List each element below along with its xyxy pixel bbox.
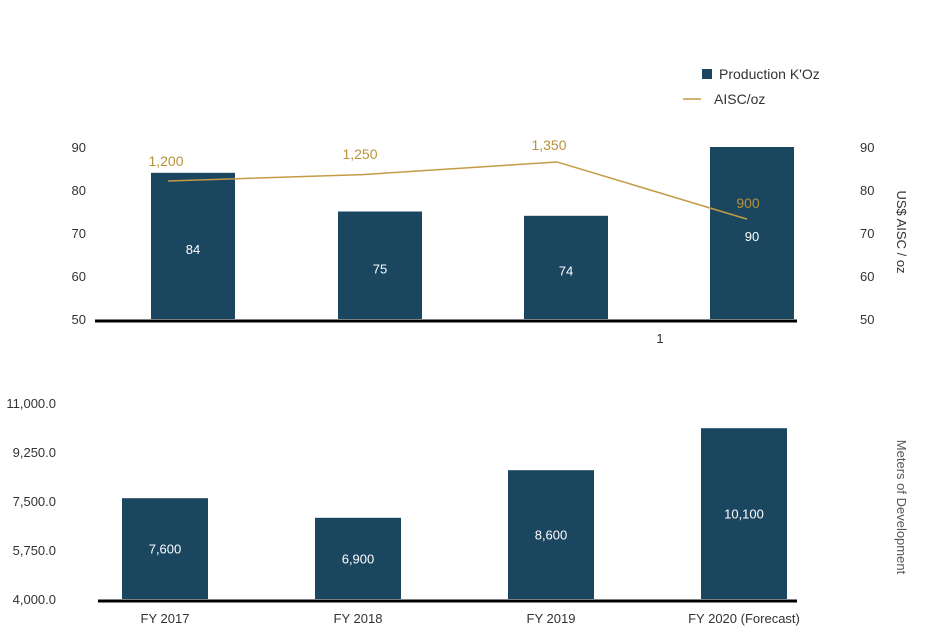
bar xyxy=(122,498,208,599)
bar-data-label: 74 xyxy=(559,263,573,278)
aisc-line xyxy=(167,161,748,220)
x-tick-label: FY 2018 xyxy=(334,611,383,626)
y-tick-label: 11,000.0 xyxy=(6,396,56,411)
bar xyxy=(524,215,608,319)
bar xyxy=(315,517,401,599)
y-tick-label: 50 xyxy=(72,312,86,327)
y-tick-label: 80 xyxy=(72,183,86,198)
x-tick-label: FY 2020 (Forecast) xyxy=(688,611,800,626)
bar xyxy=(338,211,422,319)
line-data-label: 1,350 xyxy=(531,137,566,153)
y-tick-label: 4,000.0 xyxy=(13,592,56,607)
bar-data-label: 6,900 xyxy=(342,551,375,566)
bar xyxy=(151,172,235,319)
y-tick-label: 60 xyxy=(72,269,86,284)
y-tick-label: 90 xyxy=(72,140,86,155)
y2-tick-label: 60 xyxy=(860,269,874,284)
y-tick-label: 5,750.0 xyxy=(13,543,56,558)
y2-tick-label: 80 xyxy=(860,183,874,198)
y-axis-title: Meters of Development xyxy=(894,440,909,575)
y-tick-label: 7,500.0 xyxy=(13,494,56,509)
bar-data-label: 10,100 xyxy=(724,507,764,522)
line-data-label: 1,200 xyxy=(148,153,183,169)
bar xyxy=(701,428,787,599)
y2-tick-label: 70 xyxy=(860,226,874,241)
y2-tick-label: 90 xyxy=(860,140,874,155)
x-tick-label: FY 2017 xyxy=(141,611,190,626)
bar-data-label: 75 xyxy=(373,261,387,276)
legend-label: AISC/oz xyxy=(714,91,765,107)
line-data-label: 900 xyxy=(736,195,760,211)
x-tick-label: 1 xyxy=(656,331,663,346)
bar-data-label: 7,600 xyxy=(149,542,182,557)
bar-data-label: 8,600 xyxy=(535,528,568,543)
legend-label: Production K'Oz xyxy=(719,66,820,82)
bar xyxy=(508,470,594,599)
bar xyxy=(710,147,794,319)
bar-data-label: 90 xyxy=(745,229,759,244)
legend-bar-swatch xyxy=(702,69,712,79)
bar-data-label: 84 xyxy=(186,242,200,257)
x-tick-label: FY 2019 xyxy=(527,611,576,626)
y-tick-label: 70 xyxy=(72,226,86,241)
y-tick-label: 9,250.0 xyxy=(13,445,56,460)
line-data-label: 1,250 xyxy=(342,146,377,162)
y2-tick-label: 50 xyxy=(860,312,874,327)
y2-axis-title: US$ AISC / oz xyxy=(894,190,909,273)
